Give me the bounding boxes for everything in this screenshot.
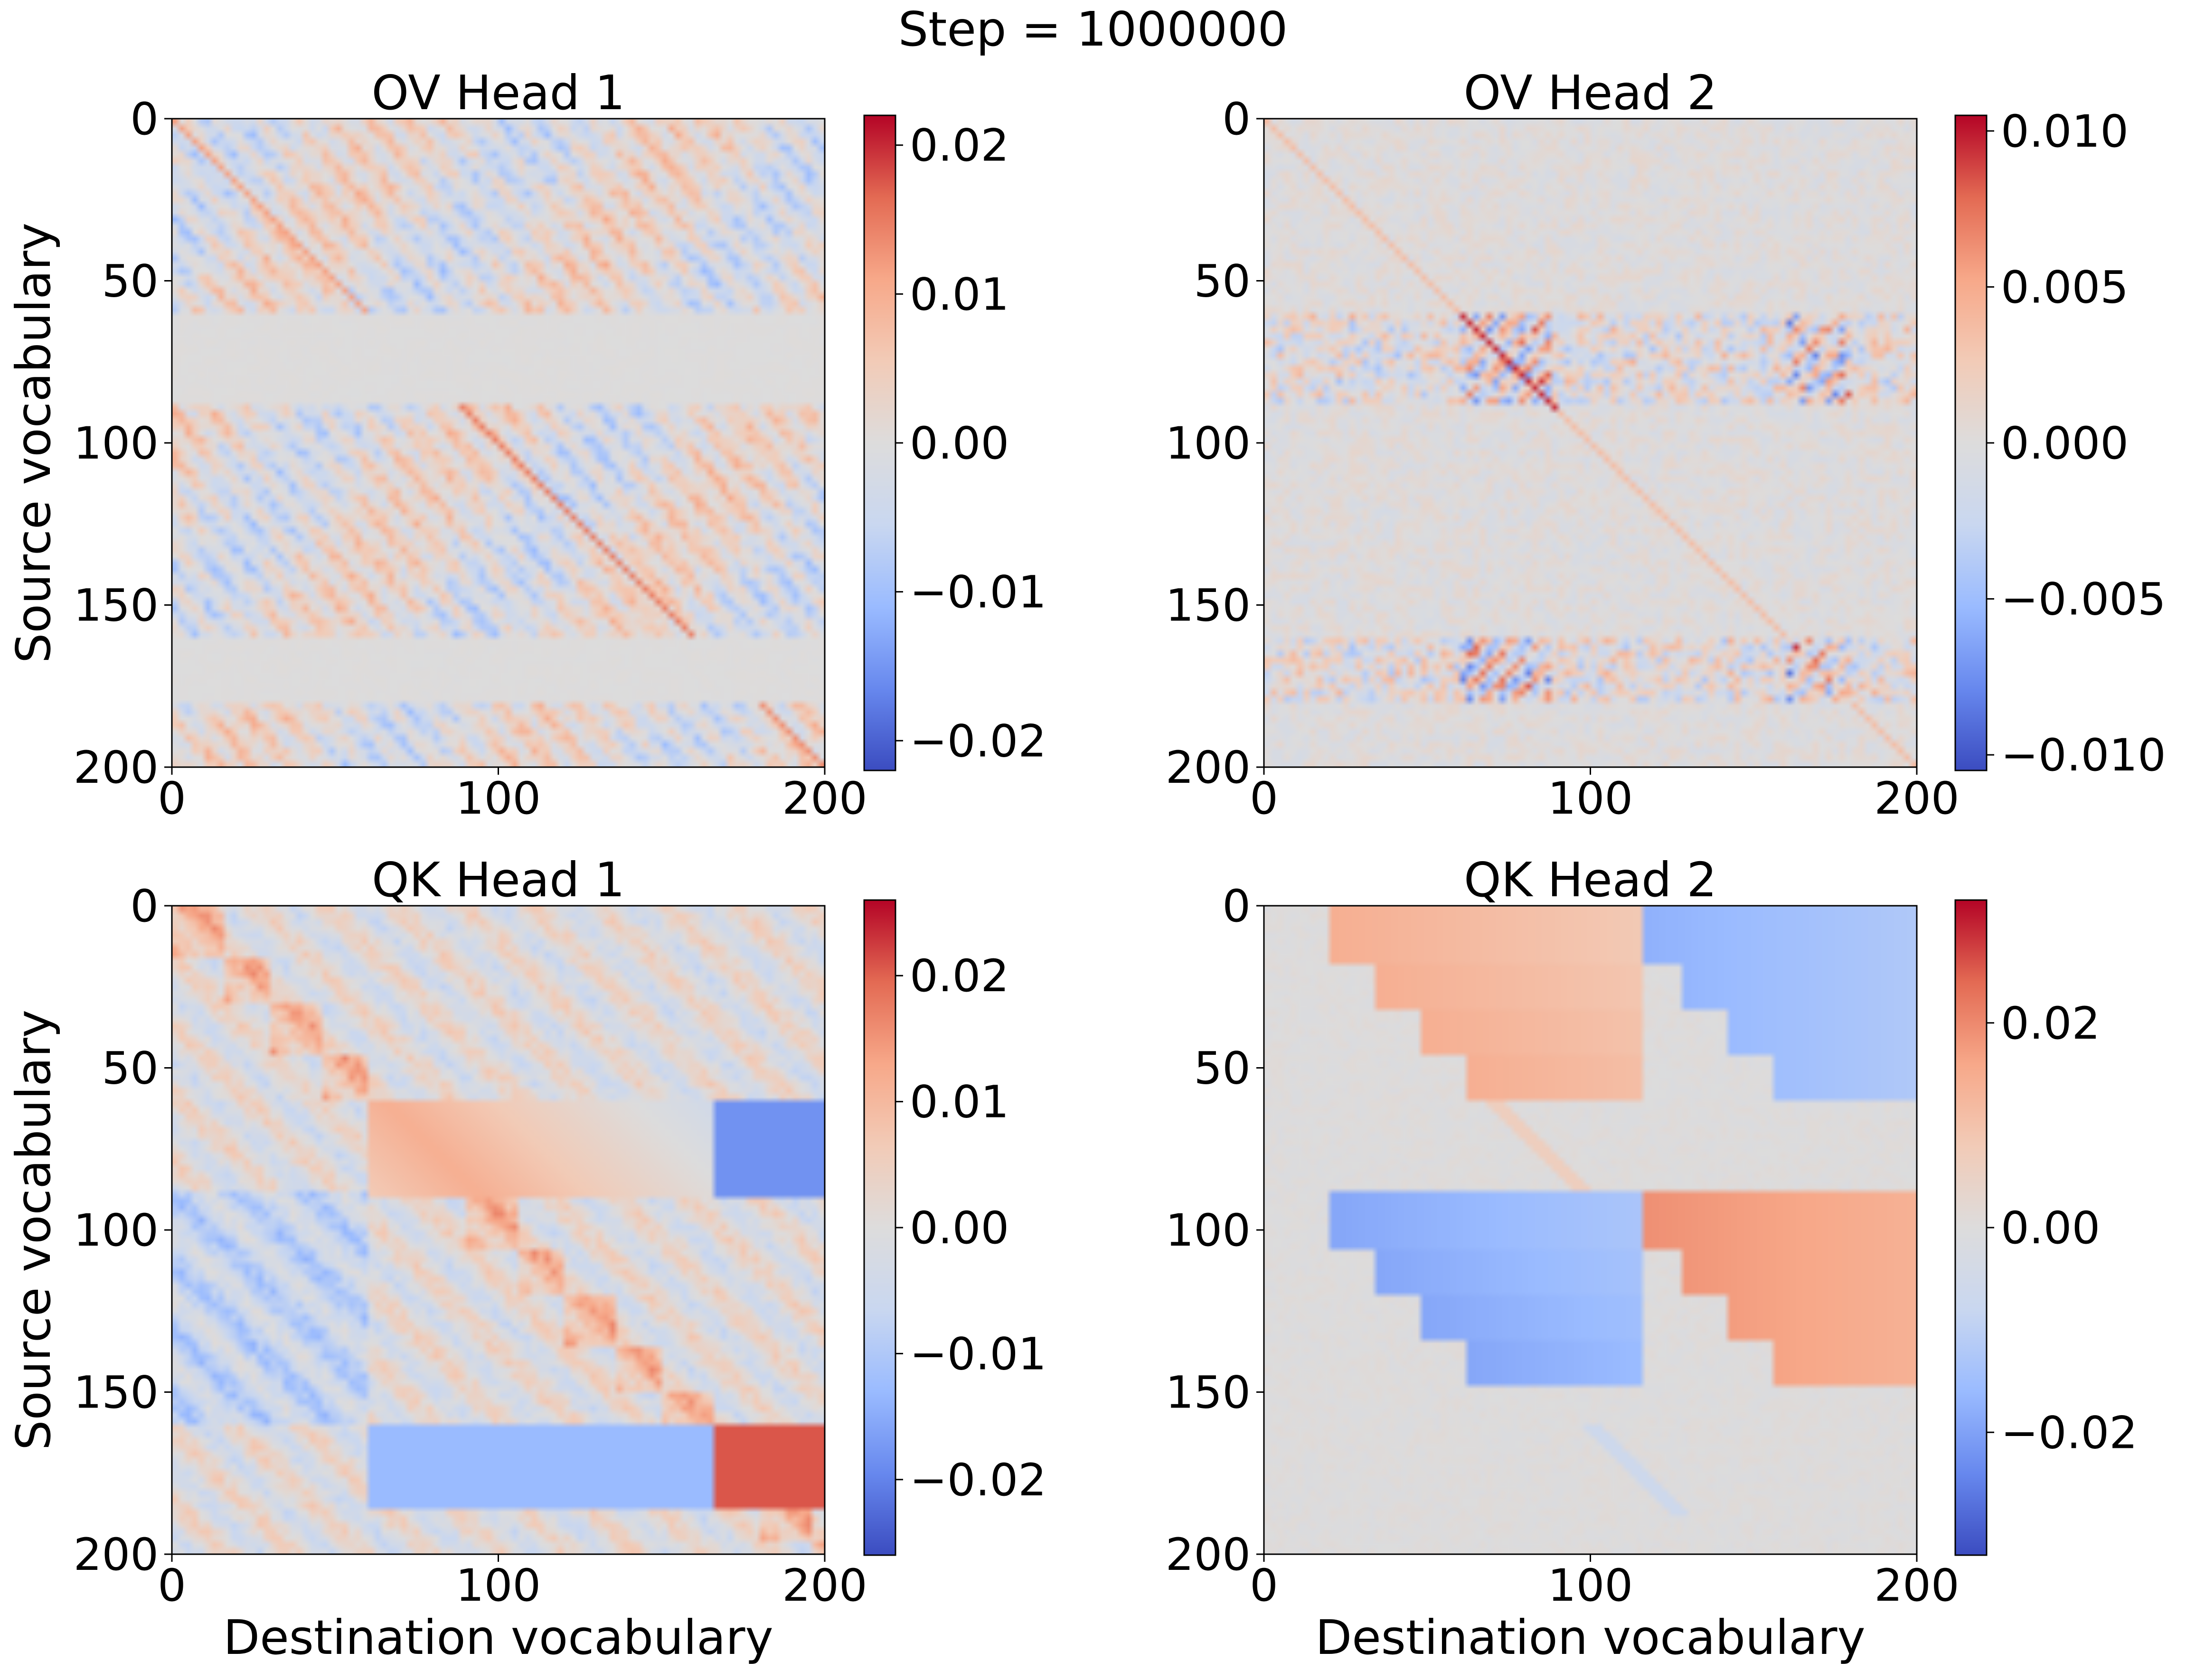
colorbar-tick-label: 0.010 bbox=[2001, 106, 2129, 158]
x-tick-label: 100 bbox=[456, 1560, 541, 1612]
y-tick-label: 100 bbox=[1166, 418, 1251, 469]
colorbar-tick-label: 0.00 bbox=[910, 418, 1009, 469]
y-tick-label: 150 bbox=[74, 580, 159, 632]
x-axis-label: Destination vocabulary bbox=[223, 1610, 773, 1665]
colorbar-tick-label: 0.005 bbox=[2001, 262, 2129, 313]
y-tick-label: 150 bbox=[1166, 1367, 1251, 1419]
y-tick-label: 50 bbox=[102, 256, 159, 308]
colorbar-tick-label: −0.02 bbox=[910, 715, 1046, 767]
colorbar-tick-label: 0.01 bbox=[910, 269, 1009, 320]
x-tick-label: 200 bbox=[1874, 773, 1959, 825]
colorbar bbox=[1954, 114, 1988, 771]
colorbar-tick-label: 0.02 bbox=[910, 950, 1009, 1002]
y-tick-label: 50 bbox=[1194, 256, 1251, 308]
y-tick-label: 200 bbox=[74, 742, 159, 794]
heatmap-image bbox=[172, 906, 825, 1554]
x-tick-label: 0 bbox=[1250, 1560, 1278, 1612]
x-tick-label: 100 bbox=[1548, 773, 1633, 825]
y-tick-label: 100 bbox=[1166, 1205, 1251, 1257]
y-tick-label: 50 bbox=[102, 1043, 159, 1095]
figure-suptitle: Step = 1000000 bbox=[898, 1, 1288, 57]
colorbar-tick-label: 0.00 bbox=[910, 1202, 1009, 1254]
x-tick-label: 200 bbox=[782, 773, 867, 825]
heatmap-image bbox=[172, 119, 825, 767]
y-tick-label: 150 bbox=[1166, 580, 1251, 632]
y-tick-label: 0 bbox=[130, 881, 159, 932]
x-tick-label: 0 bbox=[158, 773, 186, 825]
colorbar-tick-label: −0.005 bbox=[2001, 574, 2166, 626]
colorbar bbox=[863, 114, 896, 771]
colorbar-tick-label: 0.02 bbox=[910, 120, 1009, 172]
x-axis-label: Destination vocabulary bbox=[1315, 1610, 1865, 1665]
colorbar bbox=[1954, 899, 1988, 1556]
y-tick-label: 200 bbox=[1166, 1529, 1251, 1581]
panel-title: QK Head 2 bbox=[1464, 852, 1717, 908]
colorbar-tick-label: 0.02 bbox=[2001, 998, 2100, 1050]
x-tick-label: 100 bbox=[456, 773, 541, 825]
panel-title: OV Head 2 bbox=[1463, 65, 1717, 121]
y-tick-label: 50 bbox=[1194, 1043, 1251, 1095]
y-tick-label: 100 bbox=[74, 1205, 159, 1257]
y-axis-label: Source vocabulary bbox=[6, 1010, 61, 1450]
x-tick-label: 100 bbox=[1548, 1560, 1633, 1612]
colorbar-tick-label: 0.00 bbox=[2001, 1202, 2100, 1254]
y-tick-label: 0 bbox=[1222, 881, 1251, 932]
colorbar-tick-label: −0.01 bbox=[910, 567, 1046, 619]
panel-4: QK Head 20 100 200050100150200Destination … bbox=[1166, 852, 2138, 1665]
y-tick-label: 0 bbox=[1222, 94, 1251, 145]
y-tick-label: 200 bbox=[1166, 742, 1251, 794]
colorbar-tick-label: −0.02 bbox=[2001, 1407, 2138, 1459]
colorbar-tick-label: −0.01 bbox=[910, 1328, 1046, 1380]
colorbar-tick-label: −0.02 bbox=[910, 1455, 1046, 1506]
y-tick-label: 0 bbox=[130, 94, 159, 145]
heatmap-image bbox=[1264, 119, 1917, 767]
colorbar-tick-label: 0.01 bbox=[910, 1077, 1009, 1128]
colorbar-tick-label: −0.010 bbox=[2001, 730, 2166, 781]
colorbar-tick-label: 0.000 bbox=[2001, 418, 2129, 469]
y-tick-label: 100 bbox=[74, 418, 159, 469]
y-axis-label: Source vocabulary bbox=[6, 223, 61, 663]
colorbar bbox=[863, 899, 896, 1556]
y-tick-label: 200 bbox=[74, 1529, 159, 1581]
y-tick-label: 150 bbox=[74, 1367, 159, 1419]
x-tick-label: 0 bbox=[1250, 773, 1278, 825]
panel-title: OV Head 1 bbox=[371, 65, 625, 121]
panel-title: QK Head 1 bbox=[372, 852, 625, 908]
panel-2: OV Head 20 100 2000501001502000.0100.0050.… bbox=[1166, 65, 2166, 825]
x-tick-label: 0 bbox=[158, 1560, 186, 1612]
x-tick-label: 200 bbox=[782, 1560, 867, 1612]
x-tick-label: 200 bbox=[1874, 1560, 1959, 1612]
heatmap-image bbox=[1264, 906, 1917, 1554]
